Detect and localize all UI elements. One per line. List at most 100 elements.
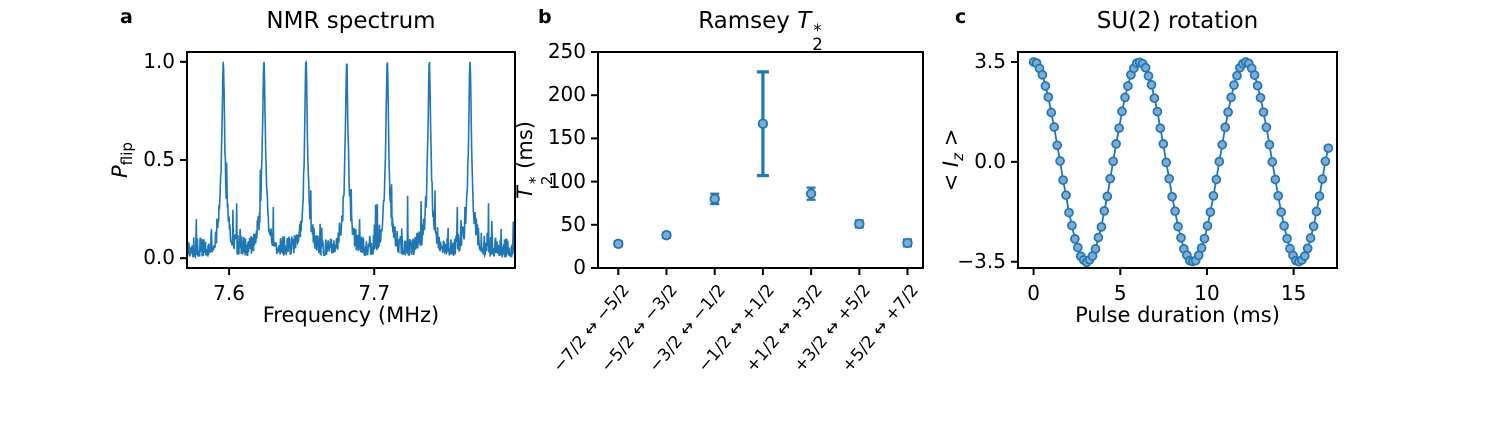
- su2-data-point: [1311, 206, 1322, 217]
- su2-data-point: [1037, 69, 1048, 80]
- su2-data-point: [1302, 243, 1313, 254]
- t2-data-point: [902, 237, 913, 249]
- su2-data-point: [1117, 106, 1127, 117]
- su2-data-point: [1096, 222, 1107, 232]
- su2-data-point: [1261, 122, 1272, 133]
- su2-data-point: [1282, 233, 1292, 244]
- y-tick-label: 150: [547, 125, 586, 150]
- y-tick-label: 50: [560, 211, 586, 236]
- panel-letter-a: a: [120, 6, 133, 28]
- su2-data-point: [1155, 123, 1166, 134]
- x-tick-label: 7.6: [213, 281, 245, 305]
- y-tick-label: 250: [547, 39, 586, 63]
- panel-letter-c: c: [955, 6, 967, 28]
- su2-data-point: [1149, 93, 1160, 104]
- su2-data-point: [1305, 233, 1316, 243]
- su2-data-point: [1273, 190, 1284, 201]
- t2-data-point: [661, 229, 672, 241]
- su2-data-point: [1143, 71, 1154, 81]
- su2-data-point: [1108, 156, 1119, 167]
- su2-data-point: [1255, 92, 1266, 103]
- panel-b-title: Ramsey T * 2: [698, 8, 823, 54]
- y-tick-label: 0.0: [143, 245, 175, 270]
- su2-data-point: [1208, 190, 1219, 201]
- su2-trace: [1033, 60, 1330, 264]
- panel-c-title: SU(2) rotation: [1096, 8, 1259, 34]
- su2-data-point: [1279, 220, 1289, 231]
- su2-data-point: [1055, 156, 1065, 166]
- axes-box-c: [1017, 51, 1338, 269]
- su2-data-point: [1320, 156, 1331, 167]
- su2-data-point: [1267, 157, 1278, 167]
- panel-a-title: NMR spectrum: [266, 8, 436, 34]
- su2-data-point: [1308, 221, 1319, 232]
- su2-data-point: [1111, 139, 1121, 149]
- su2-data-point: [1067, 220, 1077, 231]
- panel-a-ylabel: Pflip: [108, 142, 136, 178]
- su2-data-point: [1146, 79, 1157, 90]
- t2-data-point: [613, 238, 624, 250]
- su2-data-point: [1064, 207, 1074, 218]
- t2-data-point: [709, 193, 720, 205]
- su2-data-point: [1276, 207, 1287, 217]
- su2-data-point: [1264, 139, 1275, 150]
- y-tick-label: 0: [573, 255, 586, 279]
- x-tick-label: 10: [1194, 281, 1220, 305]
- su2-data-point: [1040, 81, 1051, 91]
- su2-data-point: [1323, 143, 1334, 154]
- su2-data-point: [1161, 157, 1172, 168]
- su2-data-point: [1252, 80, 1263, 91]
- su2-data-point: [1152, 106, 1163, 117]
- su2-data-point: [1205, 207, 1216, 217]
- su2-data-point: [1123, 81, 1133, 91]
- nmr-spectrum-trace: [187, 60, 515, 260]
- panel-letter-b: b: [538, 6, 552, 28]
- su2-data-point: [1046, 107, 1057, 118]
- su2-data-point: [1314, 191, 1325, 201]
- su2-data-point: [1070, 234, 1080, 244]
- su2-data-point: [1049, 122, 1060, 132]
- y-tick-label: 100: [547, 168, 586, 193]
- t2-data-point: [854, 218, 865, 230]
- su2-data-point: [1211, 174, 1222, 185]
- su2-data-point: [1229, 80, 1239, 90]
- su2-data-point: [1232, 70, 1242, 81]
- su2-data-point: [1105, 173, 1116, 184]
- y-tick-label: −3.5: [957, 248, 1006, 273]
- su2-data-point: [1158, 139, 1169, 149]
- t2-data-point: [757, 118, 769, 129]
- x-tick-label: 5: [1113, 281, 1127, 305]
- su2-data-point: [1176, 232, 1186, 243]
- panel-a-xlabel: Frequency (MHz): [262, 303, 440, 327]
- x-tick-label: 15: [1280, 281, 1307, 305]
- su2-data-point: [1114, 123, 1124, 134]
- y-tick-label: 1.0: [143, 48, 175, 73]
- su2-data-point: [1102, 191, 1113, 202]
- su2-data-point: [1058, 175, 1068, 185]
- x-tick-label: 0: [1027, 281, 1040, 305]
- su2-data-point: [1226, 92, 1236, 103]
- su2-data-point: [1196, 243, 1207, 253]
- su2-data-point: [1202, 220, 1213, 231]
- panel-c-ylabel: < Iz >: [939, 128, 967, 192]
- y-tick-label: 200: [547, 82, 586, 107]
- t2-data-point: [805, 188, 817, 199]
- su2-data-point: [1173, 221, 1183, 232]
- y-tick-label: 0.5: [143, 147, 175, 171]
- y-tick-label: 3.5: [974, 48, 1006, 73]
- su2-data-point: [1249, 70, 1260, 80]
- su2-data-point: [1258, 107, 1269, 118]
- y-tick-label: 0.0: [974, 148, 1006, 173]
- su2-data-point: [1299, 251, 1310, 261]
- su2-data-point: [1061, 190, 1071, 201]
- su2-data-point: [1220, 122, 1231, 133]
- su2-data-point: [1120, 92, 1130, 103]
- su2-data-point: [1072, 242, 1083, 253]
- x-tick-label: 7.7: [358, 281, 391, 305]
- su2-data-point: [1214, 156, 1225, 167]
- su2-data-point: [1170, 206, 1180, 217]
- panel-c-xlabel: Pulse duration (ms): [1075, 303, 1280, 327]
- su2-data-point: [1140, 62, 1151, 73]
